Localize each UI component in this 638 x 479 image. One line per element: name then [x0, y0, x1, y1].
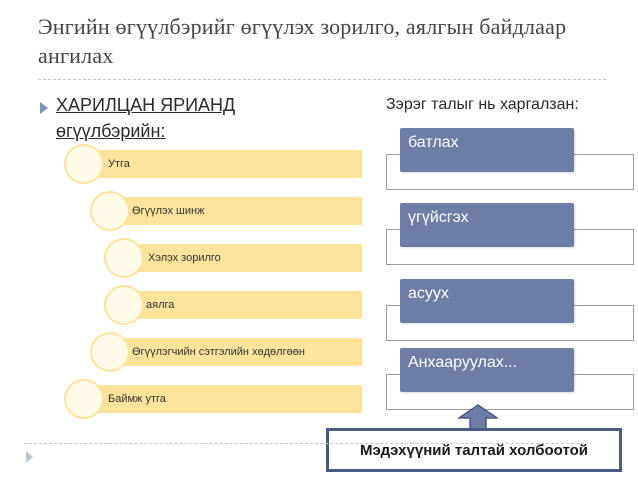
level-bar-4: [124, 291, 362, 319]
level-circle-1: [64, 144, 104, 184]
bullet-line-2: өгүүлбэрийн:: [56, 121, 166, 141]
slide-title: Энгийн өгүүлбэрийг өгүүлэх зорилго, аялг…: [38, 14, 567, 68]
level-bar-5: [110, 338, 362, 366]
level-bar-2: [110, 197, 362, 225]
right-heading: Зэрэг талыг нь харгалзан:: [386, 96, 579, 113]
level-bar-1: [84, 150, 362, 178]
title-divider: [38, 79, 606, 80]
up-arrow-icon: [458, 404, 498, 430]
level-label-4: аялга: [146, 299, 175, 311]
footer-divider: [24, 443, 584, 444]
box-3: асуух: [400, 279, 574, 323]
level-label-2: Өгүүлэх шинж: [132, 205, 205, 217]
slide-nav-arrow-icon[interactable]: [26, 451, 33, 463]
level-label-6: Баймж утга: [108, 393, 166, 405]
level-circle-4: [104, 285, 144, 325]
level-label-3: Хэлэх зорилго: [148, 252, 221, 264]
level-circle-2: [90, 191, 130, 231]
box-1: батлах: [400, 128, 574, 172]
level-circle-5: [90, 332, 130, 372]
level-bar-3: [124, 244, 362, 272]
box-2: үгүйсгэх: [400, 203, 574, 247]
bullet-line-1: ХАРИЛЦАН ЯРИАНД: [56, 95, 236, 115]
level-bar-6: [84, 385, 362, 413]
level-label-1: Утга: [108, 158, 130, 170]
box-4: Анхааруулах...: [400, 348, 574, 392]
callout-box: Мэдэхүүний талтай холбоотой: [326, 428, 622, 472]
level-circle-6: [64, 379, 104, 419]
level-circle-3: [104, 238, 144, 278]
bullet-arrow-icon: [40, 102, 48, 114]
level-label-5: Өгүүлэгчийн сэтгэлийн хөдөлгөөн: [132, 346, 305, 358]
bullet-text: ХАРИЛЦАН ЯРИАНД өгүүлбэрийн:: [56, 92, 235, 144]
